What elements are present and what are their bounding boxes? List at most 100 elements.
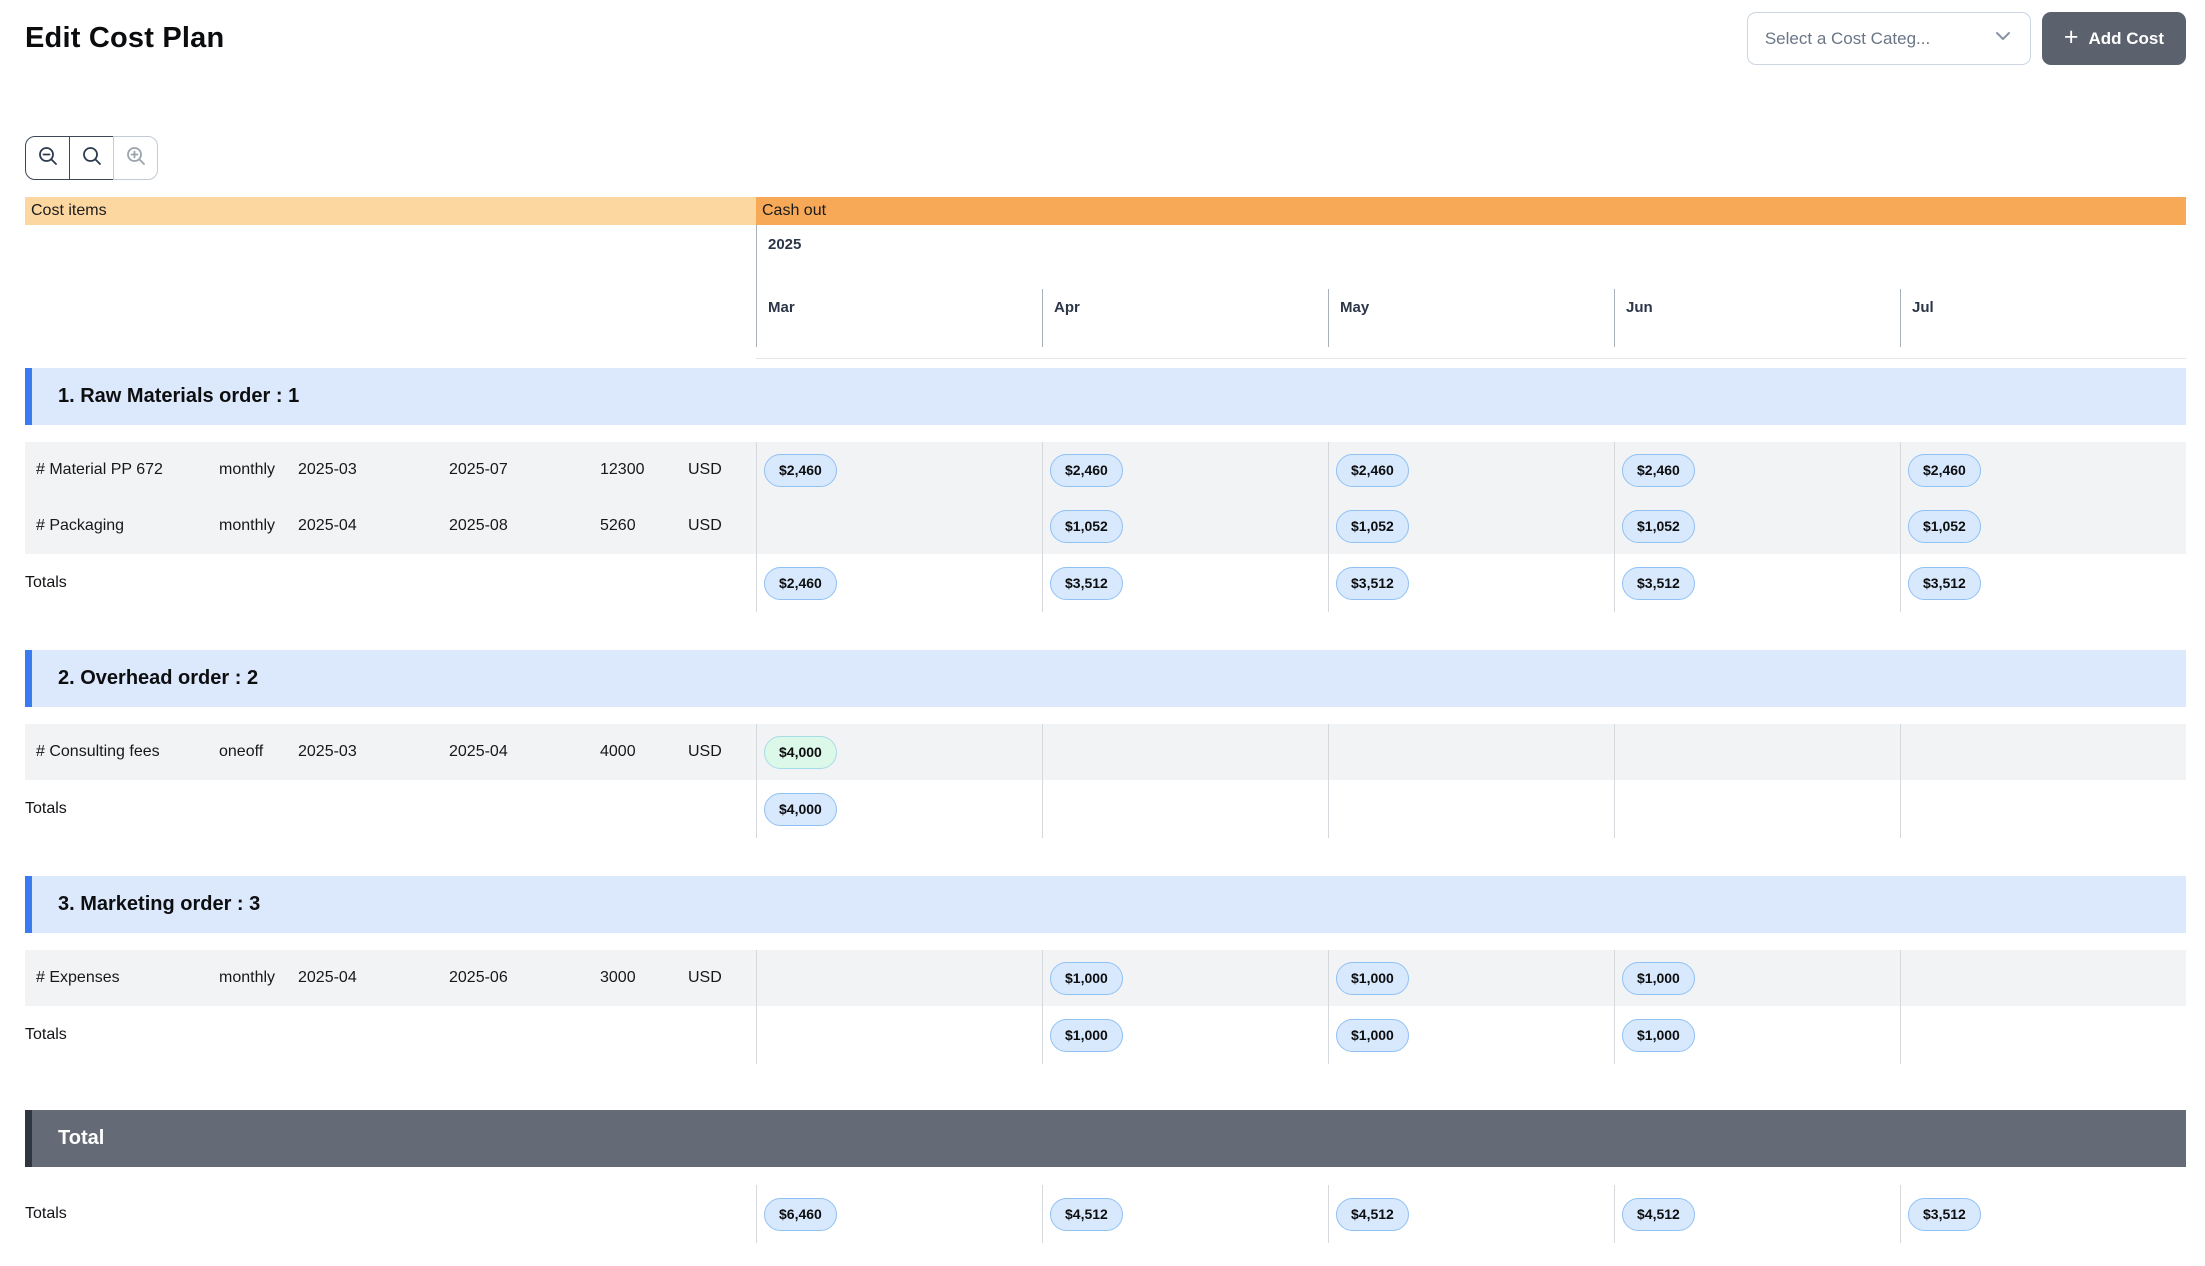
page-title: Edit Cost Plan bbox=[25, 22, 225, 54]
month-label-may: May bbox=[1328, 289, 1614, 347]
cost-item-amount: 5260 bbox=[600, 517, 636, 534]
month-label-apr: Apr bbox=[1042, 289, 1328, 347]
months-row: Mar Apr May Jun Jul bbox=[756, 289, 2186, 347]
grand-totals-pill: $4,512 bbox=[1050, 1197, 1123, 1231]
cost-item-amount: 3000 bbox=[600, 969, 636, 986]
totals-label: Totals bbox=[25, 1026, 67, 1043]
cost-item-start: 2025-03 bbox=[298, 743, 357, 760]
cost-item-name: # Packaging bbox=[36, 517, 125, 534]
add-cost-button[interactable]: + Add Cost bbox=[2041, 12, 2186, 65]
cost-item-start: 2025-04 bbox=[298, 969, 357, 986]
cash-cell-pill[interactable]: $1,052 bbox=[1050, 509, 1123, 543]
totals-pill: $4,000 bbox=[764, 792, 837, 826]
cash-cell-pill[interactable]: $4,000 bbox=[764, 735, 837, 769]
cash-cell-pill[interactable]: $2,460 bbox=[1622, 453, 1695, 487]
cost-item-currency: USD bbox=[688, 517, 722, 534]
cash-cell-pill[interactable]: $2,460 bbox=[1908, 453, 1981, 487]
cost-item-details: # Packaging monthly 2025-04 2025-08 5260… bbox=[25, 498, 756, 554]
cost-item-details: # Consulting fees oneoff 2025-03 2025-04… bbox=[25, 724, 756, 780]
cost-items-header: Cost items bbox=[25, 197, 756, 225]
cash-cell-pill[interactable]: $1,052 bbox=[1336, 509, 1409, 543]
totals-pill: $3,512 bbox=[1336, 566, 1409, 600]
month-label-mar: Mar bbox=[756, 289, 1042, 347]
section-totals-row: Totals $4,000 bbox=[25, 780, 2186, 838]
cost-plan-table: Cost items Cash out 2025 Mar Apr May Jun… bbox=[25, 197, 2186, 1243]
cost-category-select-value: Select a Cost Categ... bbox=[1764, 28, 1931, 48]
totals-label: Totals bbox=[25, 574, 67, 591]
magnifier-minus-icon bbox=[37, 145, 59, 172]
section-header: 2. Overhead order : 2 bbox=[25, 650, 2186, 707]
section-totals-row: Totals $1,000 $1,000 $1,000 bbox=[25, 1006, 2186, 1064]
totals-pill: $3,512 bbox=[1622, 566, 1695, 600]
cash-cell-pill[interactable]: $1,052 bbox=[1908, 509, 1981, 543]
cost-item-details: # Material PP 672 monthly 2025-03 2025-0… bbox=[25, 442, 756, 498]
zoom-in-button[interactable] bbox=[113, 136, 158, 180]
cost-item-amount: 12300 bbox=[600, 461, 645, 478]
table-header-row: Cost items Cash out bbox=[25, 197, 2186, 225]
section-overhead: 2. Overhead order : 2 # Consulting fees … bbox=[25, 650, 2186, 838]
totals-pill: $1,000 bbox=[1050, 1018, 1123, 1052]
cost-item-frequency: monthly bbox=[219, 461, 276, 478]
cost-item-frequency: monthly bbox=[219, 517, 276, 534]
grand-total-header: Total bbox=[25, 1110, 2186, 1167]
cost-item-name: # Expenses bbox=[36, 969, 120, 986]
year-label: 2025 bbox=[756, 225, 1042, 289]
grand-totals-pill: $4,512 bbox=[1336, 1197, 1409, 1231]
search-button[interactable] bbox=[69, 136, 114, 180]
cost-item-row: # Packaging monthly 2025-04 2025-08 5260… bbox=[25, 498, 2186, 554]
cost-item-frequency: monthly bbox=[219, 969, 276, 986]
cost-item-end: 2025-04 bbox=[449, 743, 508, 760]
cost-item-currency: USD bbox=[688, 461, 722, 478]
cost-item-row: # Consulting fees oneoff 2025-03 2025-04… bbox=[25, 724, 2186, 780]
section-header: 3. Marketing order : 3 bbox=[25, 876, 2186, 933]
cash-out-header: Cash out bbox=[756, 197, 2186, 225]
section-raw-materials: 1. Raw Materials order : 1 # Material PP… bbox=[25, 368, 2186, 612]
month-label-jun: Jun bbox=[1614, 289, 1900, 347]
grand-totals-row: Totals $6,460 $4,512 $4,512 $4,512 $3,51… bbox=[25, 1185, 2186, 1243]
add-cost-label: Add Cost bbox=[2088, 28, 2164, 48]
cost-item-start: 2025-04 bbox=[298, 517, 357, 534]
totals-label: Totals bbox=[25, 1205, 67, 1222]
cost-item-name: # Material PP 672 bbox=[36, 461, 163, 478]
totals-pill: $1,000 bbox=[1336, 1018, 1409, 1052]
year-row: 2025 bbox=[25, 225, 2186, 289]
magnifier-plus-icon bbox=[125, 145, 147, 172]
totals-pill: $2,460 bbox=[764, 566, 837, 600]
totals-pill: $3,512 bbox=[1908, 566, 1981, 600]
grand-totals-pill: $3,512 bbox=[1908, 1197, 1981, 1231]
cost-category-select[interactable]: Select a Cost Categ... bbox=[1746, 12, 2031, 65]
grand-totals-pill: $6,460 bbox=[764, 1197, 837, 1231]
cash-cell-pill[interactable]: $2,460 bbox=[764, 453, 837, 487]
cost-item-frequency: oneoff bbox=[219, 743, 264, 760]
cash-cell-pill[interactable]: $1,000 bbox=[1050, 961, 1123, 995]
cost-item-amount: 4000 bbox=[600, 743, 636, 760]
cost-item-end: 2025-06 bbox=[449, 969, 508, 986]
cost-item-row: # Material PP 672 monthly 2025-03 2025-0… bbox=[25, 442, 2186, 498]
cost-item-end: 2025-08 bbox=[449, 517, 508, 534]
cash-cell-pill[interactable]: $2,460 bbox=[1336, 453, 1409, 487]
zoom-out-button[interactable] bbox=[25, 136, 70, 180]
section-marketing: 3. Marketing order : 3 # Expenses monthl… bbox=[25, 876, 2186, 1064]
cash-cell-pill[interactable]: $1,052 bbox=[1622, 509, 1695, 543]
cost-item-row: # Expenses monthly 2025-04 2025-06 3000 … bbox=[25, 950, 2186, 1006]
cost-item-currency: USD bbox=[688, 969, 722, 986]
cost-item-currency: USD bbox=[688, 743, 722, 760]
totals-pill: $1,000 bbox=[1622, 1018, 1695, 1052]
chevron-down-icon bbox=[1993, 26, 2013, 51]
cash-cell-pill[interactable]: $1,000 bbox=[1336, 961, 1409, 995]
cash-cell-pill[interactable]: $1,000 bbox=[1622, 961, 1695, 995]
months-divider bbox=[756, 358, 2186, 359]
totals-pill: $3,512 bbox=[1050, 566, 1123, 600]
totals-label: Totals bbox=[25, 800, 67, 817]
month-label-jul: Jul bbox=[1900, 289, 2186, 347]
cost-item-details: # Expenses monthly 2025-04 2025-06 3000 … bbox=[25, 950, 756, 1006]
cost-item-start: 2025-03 bbox=[298, 461, 357, 478]
cash-cell-pill[interactable]: $2,460 bbox=[1050, 453, 1123, 487]
zoom-toolbar bbox=[25, 136, 158, 180]
section-totals-row: Totals $2,460 $3,512 $3,512 $3,512 $3,51… bbox=[25, 554, 2186, 612]
plus-icon: + bbox=[2063, 23, 2079, 51]
grand-totals-pill: $4,512 bbox=[1622, 1197, 1695, 1231]
cost-item-name: # Consulting fees bbox=[36, 743, 160, 760]
section-header: 1. Raw Materials order : 1 bbox=[25, 368, 2186, 425]
top-controls: Select a Cost Categ... + Add Cost bbox=[1746, 12, 2186, 65]
